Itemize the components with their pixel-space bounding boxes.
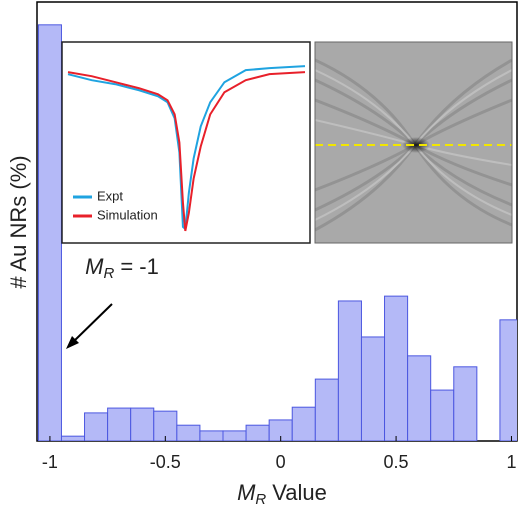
annotation-subscript: R [103, 265, 114, 282]
x-tick-label: 1 [506, 452, 516, 472]
annotation-text: = -1 [120, 254, 159, 279]
x-title-symbol: M [237, 480, 256, 505]
x-axis-title: MR Value [237, 480, 327, 508]
x-tick-label: -1 [42, 452, 58, 472]
bar [176, 424, 201, 441]
image-frame [314, 41, 513, 244]
bars [37, 24, 517, 441]
bar [291, 406, 316, 441]
x-tick-label: 0.5 [384, 452, 409, 472]
bar [430, 389, 455, 441]
bar [384, 295, 409, 441]
bar [130, 407, 155, 441]
x-tick-label: 0 [276, 452, 286, 472]
bar [107, 407, 132, 441]
bar [337, 300, 362, 441]
bar [407, 355, 432, 441]
annotation: MR = -1 [85, 254, 159, 282]
x-title-text: Value [272, 480, 327, 505]
bar [314, 378, 339, 441]
bar [360, 336, 386, 441]
inset-image [315, 42, 512, 243]
bar [199, 430, 224, 441]
inset-chart: Expt Simulation [67, 65, 306, 232]
bar [245, 424, 270, 441]
line [67, 71, 306, 232]
y-axis-title: # Au NRs (%) [6, 155, 31, 288]
bar [499, 319, 517, 441]
x-title-subscript: R [255, 491, 266, 508]
legend-label: Simulation [97, 207, 158, 222]
histogram: -1 -0.5 0 0.5 1 [37, 24, 517, 472]
bar [222, 430, 247, 441]
x-tick-label: -0.5 [150, 452, 181, 472]
arrow-shaft [71, 303, 113, 344]
bar [453, 366, 478, 441]
annotation-symbol: M [85, 254, 104, 279]
bar [37, 24, 62, 441]
bar [60, 435, 86, 441]
arrow-head [66, 336, 79, 349]
legend-label: Expt [97, 188, 123, 203]
bar [84, 412, 109, 441]
inset-frame [61, 41, 311, 244]
